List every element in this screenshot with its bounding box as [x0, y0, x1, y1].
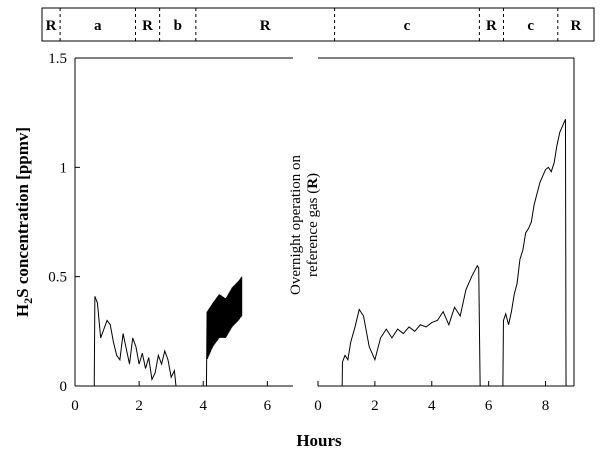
- x-axis-title: Hours: [296, 431, 342, 450]
- x-tick-label: 4: [199, 398, 207, 414]
- y-axis-title: H2S concentration [ppmv]: [13, 127, 35, 317]
- phase-label: R: [486, 18, 497, 34]
- x-tick-label: 8: [542, 398, 550, 414]
- data-series-c: [502, 119, 567, 387]
- y-axis: 0 0.5 1 1.5: [48, 51, 80, 395]
- data-series-b: [205, 276, 243, 387]
- y-tick-label: 1: [60, 160, 68, 176]
- x-tick-label: 6: [485, 398, 493, 414]
- x-tick-label: 2: [371, 398, 379, 414]
- left-panel: 0 2 4 6: [71, 57, 293, 414]
- x-tick-label: 6: [264, 398, 272, 414]
- phase-label: R: [46, 18, 57, 34]
- phase-label: c: [527, 18, 534, 34]
- annotation: Overnight operation on reference gas (R): [288, 155, 321, 295]
- phase-label: b: [174, 18, 182, 34]
- right-panel: 0 2 4 6 8: [314, 57, 575, 414]
- x-tick-label: 2: [135, 398, 143, 414]
- data-series-c: [341, 264, 481, 387]
- phase-label: a: [94, 18, 102, 34]
- data-series-a: [93, 296, 177, 387]
- phase-label: R: [142, 18, 153, 34]
- phase-label: R: [570, 18, 581, 34]
- x-tick-label: 0: [314, 398, 322, 414]
- y-tick-label: 1.5: [48, 51, 67, 67]
- x-tick-label: 0: [71, 398, 79, 414]
- phase-label: R: [260, 18, 271, 34]
- y-tick-label: 0: [60, 379, 68, 395]
- x-tick-label: 4: [428, 398, 436, 414]
- phase-label: c: [404, 18, 411, 34]
- y-tick-label: 0.5: [48, 270, 67, 286]
- phase-bar-frame: [41, 7, 595, 42]
- annotation-line2: reference gas (R): [305, 173, 321, 277]
- annotation-line1: Overnight operation on: [288, 155, 304, 295]
